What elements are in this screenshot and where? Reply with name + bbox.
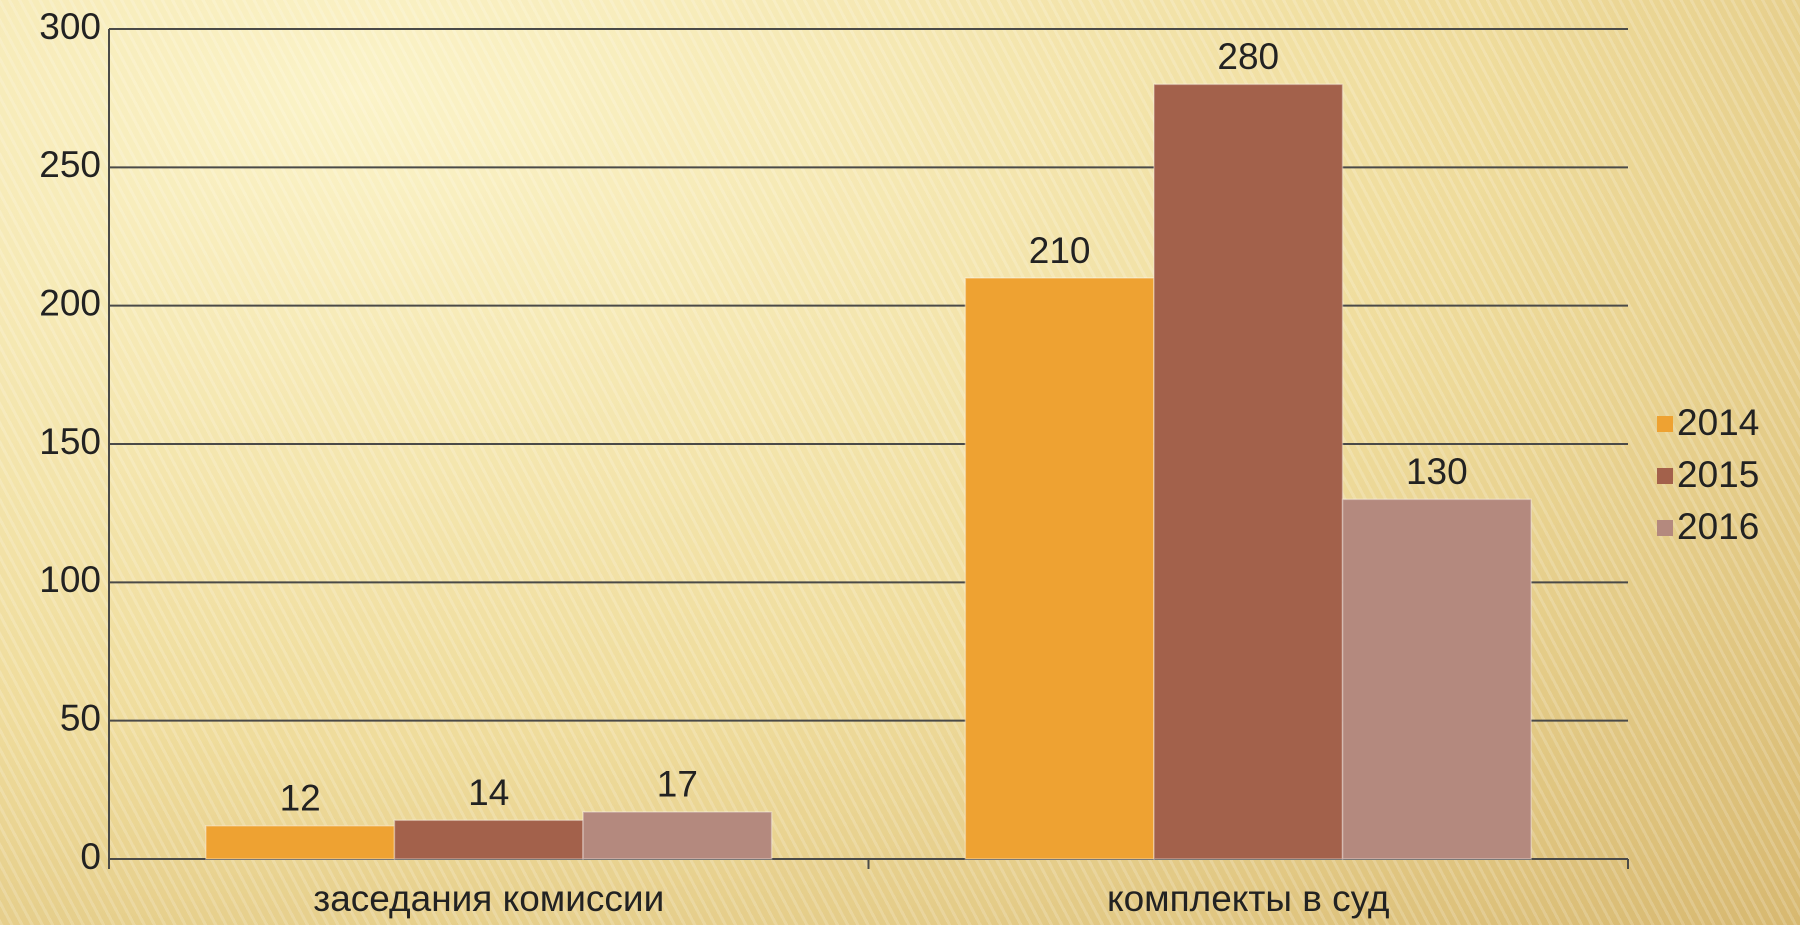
y-tick-label: 200 [39,282,101,323]
legend-swatch [1657,468,1673,484]
y-tick-label: 0 [80,836,101,877]
x-tick-label: комплекты в суд [1107,878,1390,919]
bar [582,811,773,860]
bar [205,825,396,860]
legend-label: 2015 [1677,454,1759,495]
y-tick-label: 150 [39,421,101,462]
data-label: 280 [1217,36,1279,77]
y-tick-label: 300 [39,6,101,47]
legend-swatch [1657,416,1673,432]
bar [1341,498,1532,860]
data-label: 130 [1406,451,1468,492]
data-label: 12 [280,778,321,819]
x-tick-label: заседания комиссии [313,878,664,919]
y-tick-label: 250 [39,144,101,185]
legend-swatch [1657,520,1673,536]
bar [393,819,584,860]
legend-label: 2016 [1677,506,1759,547]
legend-label: 2014 [1677,402,1759,443]
y-tick-label: 100 [39,559,101,600]
data-label: 210 [1029,230,1091,271]
data-label: 14 [468,772,509,813]
bar [1153,83,1344,860]
data-label: 17 [657,764,698,805]
bar [964,277,1155,860]
y-tick-label: 50 [60,697,101,738]
